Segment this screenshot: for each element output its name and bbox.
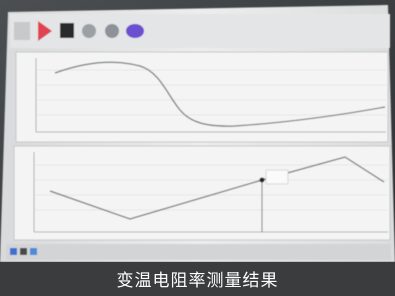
page: 变温电阻率测量结果 (() => { const data = JSON.par…: [0, 0, 395, 296]
cursor-marker: [260, 178, 265, 183]
tool-icon: [126, 24, 144, 38]
screen: [0, 5, 395, 262]
photo: 变温电阻率测量结果: [0, 0, 395, 296]
chart-panel: [16, 52, 388, 142]
taskbar-icon: [20, 248, 27, 255]
tool-icon: [14, 22, 30, 40]
tooltip: [266, 170, 288, 184]
caption: 变温电阻率测量结果: [117, 271, 279, 291]
tool-icon: [82, 24, 96, 38]
tool-icon: [105, 24, 119, 38]
taskbar-icon: [10, 248, 17, 255]
taskbar: [6, 244, 391, 260]
stop-icon: [60, 23, 74, 38]
taskbar-icon: [30, 248, 37, 255]
